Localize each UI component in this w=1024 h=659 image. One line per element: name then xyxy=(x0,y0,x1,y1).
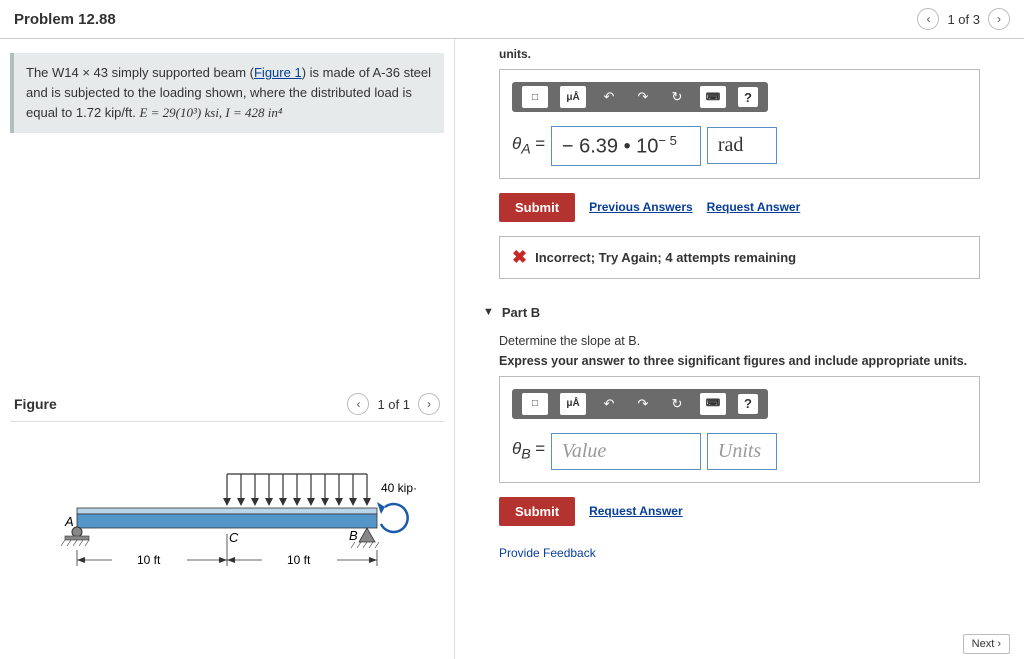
request-answer-link-a[interactable]: Request Answer xyxy=(707,200,801,214)
svg-text:10 ft: 10 ft xyxy=(287,553,311,567)
answer-panel-a: □ μÅ ↶ ↷ ↻ ⌨ ? θA = − 6.39 • 10− 5 rad xyxy=(499,69,980,179)
svg-text:10 ft: 10 ft xyxy=(137,553,161,567)
problem-title: Problem 12.88 xyxy=(14,11,116,28)
keyboard-icon[interactable]: ⌨ xyxy=(700,393,726,415)
help-icon[interactable]: ? xyxy=(738,394,758,414)
format-toolbar-a: □ μÅ ↶ ↷ ↻ ⌨ ? xyxy=(512,82,768,112)
provide-feedback-link[interactable]: Provide Feedback xyxy=(499,546,1010,560)
previous-answers-link[interactable]: Previous Answers xyxy=(589,200,693,214)
redo-icon[interactable]: ↷ xyxy=(632,87,654,107)
submit-button-b[interactable]: Submit xyxy=(499,497,575,526)
units-tool-icon[interactable]: μÅ xyxy=(560,86,586,108)
figure-diagram: A C B 40 kip·ft 10 ft 10 ft xyxy=(10,422,444,582)
value-input-b[interactable]: Value xyxy=(551,433,701,470)
svg-text:B: B xyxy=(349,528,358,543)
next-button[interactable]: Next › xyxy=(963,634,1010,654)
next-problem-button[interactable]: › xyxy=(988,8,1010,30)
figure-link[interactable]: Figure 1 xyxy=(254,65,302,80)
figure-label: Figure xyxy=(14,396,57,412)
units-tool-icon[interactable]: μÅ xyxy=(560,393,586,415)
reset-icon[interactable]: ↻ xyxy=(666,87,688,107)
problem-statement: The W14 × 43 simply supported beam (Figu… xyxy=(10,53,444,133)
incorrect-icon: ✖ xyxy=(512,247,527,268)
figure-page: 1 of 1 xyxy=(377,397,410,412)
page-indicator: 1 of 3 xyxy=(947,12,980,27)
value-input-a[interactable]: − 6.39 • 10− 5 xyxy=(551,126,701,166)
collapse-icon: ▼ xyxy=(483,306,494,318)
request-answer-link-b[interactable]: Request Answer xyxy=(589,504,683,518)
undo-icon[interactable]: ↶ xyxy=(598,394,620,414)
keyboard-icon[interactable]: ⌨ xyxy=(700,86,726,108)
reset-icon[interactable]: ↻ xyxy=(666,394,688,414)
template-tool-icon[interactable]: □ xyxy=(522,393,548,415)
help-icon[interactable]: ? xyxy=(738,87,758,107)
undo-icon[interactable]: ↶ xyxy=(598,87,620,107)
submit-button-a[interactable]: Submit xyxy=(499,193,575,222)
part-b-prompt: Determine the slope at B. xyxy=(499,334,1010,348)
redo-icon[interactable]: ↷ xyxy=(632,394,654,414)
variable-label-a: θA = xyxy=(512,134,545,157)
format-toolbar-b: □ μÅ ↶ ↷ ↻ ⌨ ? xyxy=(512,389,768,419)
unit-input-a[interactable]: rad xyxy=(707,127,777,164)
prev-problem-button[interactable]: ‹ xyxy=(917,8,939,30)
part-b-header[interactable]: ▼ Part B xyxy=(483,305,1010,320)
svg-text:C: C xyxy=(229,530,239,545)
svg-text:40 kip·ft: 40 kip·ft xyxy=(381,481,417,495)
svg-text:A: A xyxy=(64,514,74,529)
answer-panel-b: □ μÅ ↶ ↷ ↻ ⌨ ? θB = Value Units xyxy=(499,376,980,483)
feedback-box: ✖ Incorrect; Try Again; 4 attempts remai… xyxy=(499,236,980,279)
problem-pager: ‹ 1 of 3 › xyxy=(917,8,1010,30)
units-label-a: units. xyxy=(499,47,1010,61)
variable-label-b: θB = xyxy=(512,439,545,462)
feedback-text: Incorrect; Try Again; 4 attempts remaini… xyxy=(535,250,796,265)
unit-input-b[interactable]: Units xyxy=(707,433,777,470)
part-b-instructions: Express your answer to three significant… xyxy=(499,354,1010,368)
figure-next-button[interactable]: › xyxy=(418,393,440,415)
template-tool-icon[interactable]: □ xyxy=(522,86,548,108)
figure-prev-button[interactable]: ‹ xyxy=(347,393,369,415)
